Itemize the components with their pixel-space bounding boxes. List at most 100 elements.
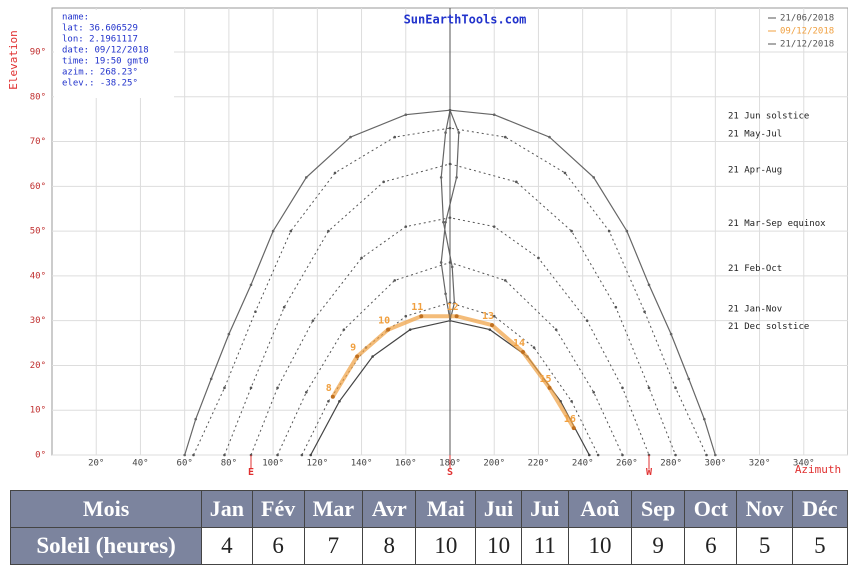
table-cell: 6 bbox=[251, 527, 305, 565]
y-tick-label: 30° bbox=[30, 316, 46, 326]
compass-label: E bbox=[248, 467, 254, 478]
sun-point bbox=[282, 305, 286, 309]
legend-label: 21/12/2018 bbox=[780, 40, 834, 50]
sun-point bbox=[304, 176, 308, 179]
sun-point bbox=[194, 417, 198, 421]
table-cell: 9 bbox=[630, 527, 686, 565]
curve-label: 21 Dec solstice bbox=[728, 322, 809, 332]
sun-point bbox=[444, 220, 447, 224]
sun-point bbox=[442, 220, 445, 224]
x-tick-label: 160° bbox=[395, 459, 417, 469]
sun-point bbox=[382, 180, 385, 184]
sun-point bbox=[596, 453, 600, 457]
sun-point bbox=[338, 399, 341, 403]
sun-point bbox=[439, 176, 443, 179]
sun-point bbox=[702, 417, 706, 421]
sun-point bbox=[333, 171, 337, 175]
hour-point bbox=[330, 394, 335, 399]
sun-point bbox=[647, 283, 651, 287]
info-line: lat: 36.606529 bbox=[62, 24, 138, 34]
y-tick-label: 90° bbox=[30, 48, 46, 58]
hour-label: 11 bbox=[411, 302, 423, 313]
info-line: name: bbox=[62, 13, 89, 23]
x-axis-label: Azimuth bbox=[795, 463, 841, 476]
hour-label: 16 bbox=[564, 414, 576, 425]
sun-point bbox=[503, 279, 507, 282]
table-cell: 5 bbox=[791, 527, 848, 565]
x-tick-label: 60° bbox=[177, 459, 193, 469]
sun-point bbox=[532, 346, 536, 349]
sun-point bbox=[674, 386, 677, 390]
info-box bbox=[54, 10, 174, 98]
sun-point bbox=[643, 310, 646, 314]
x-tick-label: 200° bbox=[483, 459, 505, 469]
sun-point bbox=[254, 310, 257, 314]
hour-label: 10 bbox=[378, 316, 390, 327]
hour-point bbox=[355, 354, 360, 359]
sun-point bbox=[223, 453, 226, 457]
x-tick-label: 280° bbox=[660, 459, 682, 469]
y-tick-label: 80° bbox=[30, 92, 46, 102]
hour-point bbox=[520, 350, 525, 355]
sun-point bbox=[360, 256, 363, 260]
sun-point bbox=[621, 453, 624, 457]
curve-label: 21 Jan-Nov bbox=[728, 304, 782, 314]
sun-point bbox=[327, 399, 330, 403]
x-tick-label: 340° bbox=[793, 459, 815, 469]
sun-point bbox=[457, 131, 461, 134]
sun-point bbox=[714, 453, 717, 457]
sun-point bbox=[647, 386, 651, 390]
sun-point bbox=[563, 171, 567, 175]
y-tick-label: 70° bbox=[30, 137, 46, 147]
sun-point bbox=[537, 256, 540, 260]
sun-point bbox=[554, 328, 558, 331]
table-cell: Mar bbox=[303, 490, 364, 528]
hour-label: 15 bbox=[539, 374, 551, 385]
sunshine-table: Mois Jan Fév Mar Avr Mai Jui Jui Aoû Sep Oct Nov Déc… bbox=[9, 490, 848, 565]
hour-point bbox=[386, 327, 391, 332]
table-cell: 5 bbox=[736, 527, 793, 565]
sun-point bbox=[614, 305, 618, 309]
sun-point bbox=[393, 279, 397, 282]
sun-point bbox=[548, 135, 551, 139]
hour-point bbox=[419, 314, 424, 319]
y-axis-label: Elevation bbox=[7, 30, 20, 90]
data-row: Soleil (heures) 4 6 7 8 10 10 11 10 9 6 5 5 bbox=[9, 527, 848, 565]
curve-label: 21 May-Jul bbox=[728, 130, 782, 140]
hour-point bbox=[454, 314, 459, 319]
table-cell: Fév bbox=[251, 490, 305, 528]
sun-point bbox=[349, 135, 352, 139]
compass-label: W bbox=[646, 467, 653, 478]
table-cell: Déc bbox=[791, 490, 848, 528]
x-tick-label: 260° bbox=[616, 459, 638, 469]
sun-point bbox=[503, 135, 507, 139]
sun-point bbox=[444, 292, 447, 296]
x-tick-label: 80° bbox=[221, 459, 237, 469]
sun-point bbox=[209, 377, 213, 381]
sun-point bbox=[223, 386, 226, 390]
table-cell: Avr bbox=[362, 490, 417, 528]
y-tick-label: 10° bbox=[30, 406, 46, 416]
x-tick-label: 20° bbox=[88, 459, 104, 469]
sun-point bbox=[393, 135, 397, 139]
legend-label: 09/12/2018 bbox=[780, 27, 834, 37]
sun-point bbox=[249, 386, 253, 390]
sun-point bbox=[687, 377, 691, 381]
hour-point bbox=[571, 426, 576, 431]
hour-point bbox=[547, 385, 552, 390]
table-cell: 10 bbox=[475, 527, 522, 565]
table-cell: Jui bbox=[520, 490, 569, 528]
sun-point bbox=[192, 453, 195, 457]
sun-point bbox=[450, 265, 454, 269]
sun-point bbox=[227, 332, 231, 336]
sun-point bbox=[439, 261, 443, 264]
sun-point bbox=[371, 355, 374, 358]
sun-point bbox=[625, 229, 629, 233]
sun-point bbox=[455, 176, 458, 179]
sun-point bbox=[592, 176, 596, 179]
sun-point bbox=[271, 229, 275, 233]
x-tick-label: 320° bbox=[749, 459, 771, 469]
sun-point bbox=[309, 453, 313, 457]
x-tick-label: 100° bbox=[262, 459, 284, 469]
table-cell: Nov bbox=[736, 490, 793, 528]
